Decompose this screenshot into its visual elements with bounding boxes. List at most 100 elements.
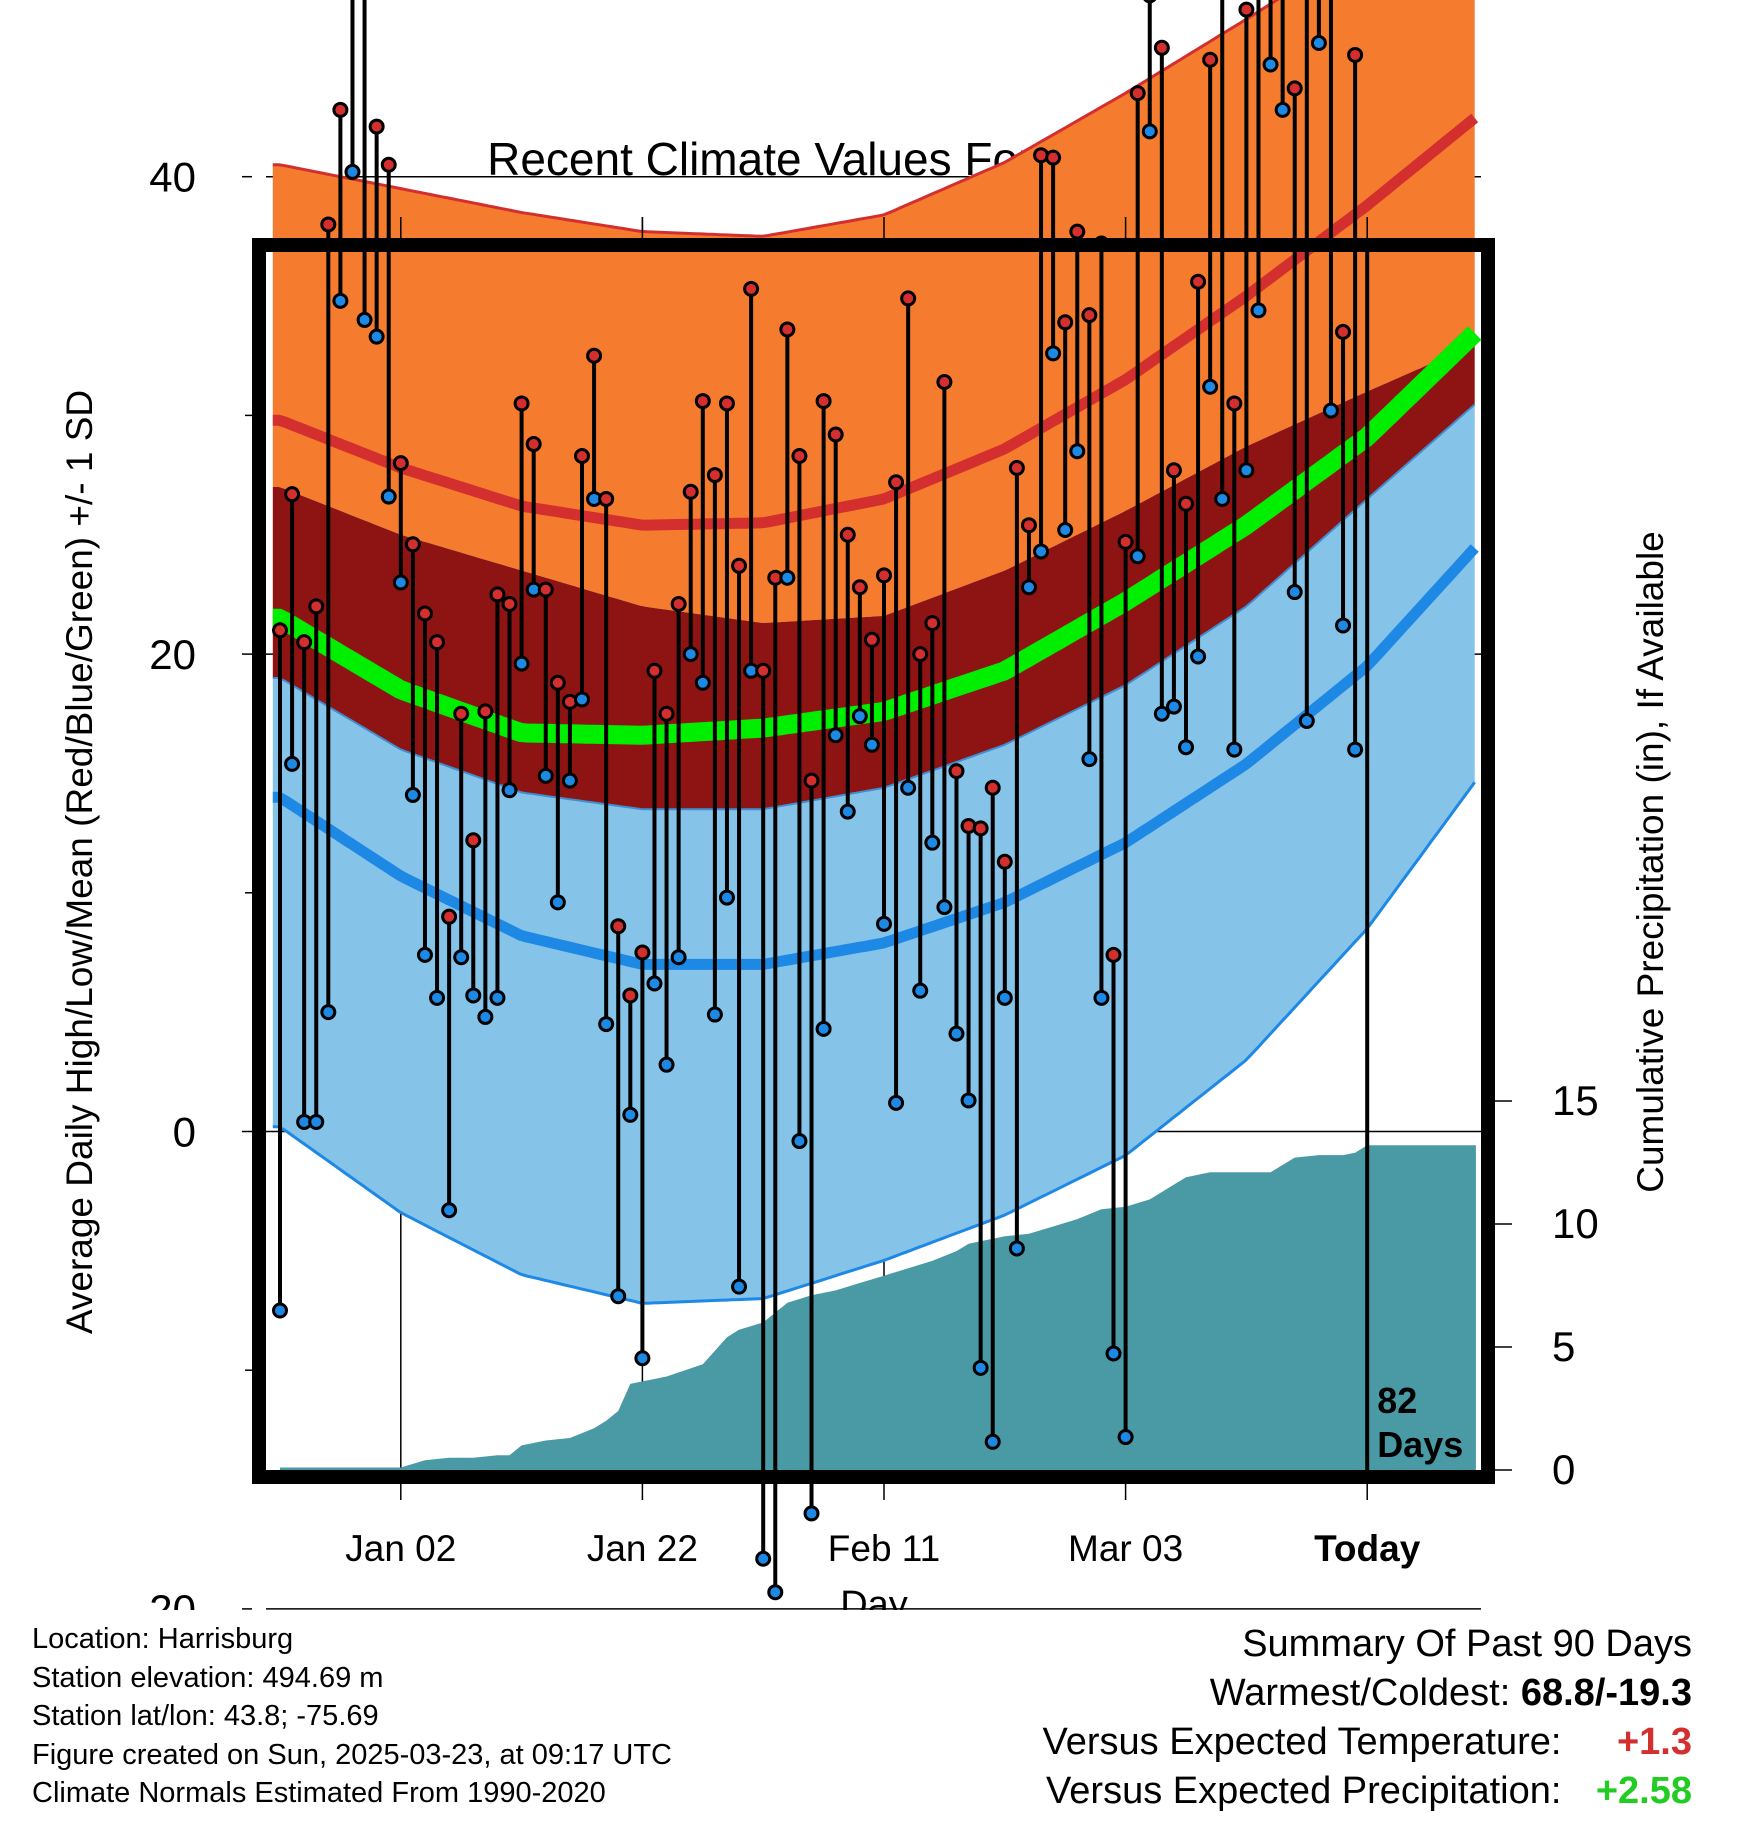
obs-low-point <box>537 767 554 784</box>
obs-low-point <box>477 1008 494 1025</box>
obs-low-point <box>839 803 856 820</box>
climate-chart: Recent Climate Values For Harrisburg 82D… <box>59 0 1671 1610</box>
y-axis-label: Average Daily High/Low/Mean (Red/Blue/Gr… <box>59 390 100 1334</box>
obs-high-point <box>1226 395 1243 412</box>
obs-low-point <box>779 569 796 586</box>
obs-low-point <box>924 834 941 851</box>
obs-high-point <box>670 595 687 612</box>
y-tick-label: 40 <box>149 154 196 201</box>
obs-high-point <box>574 447 590 464</box>
obs-low-point <box>1226 741 1243 758</box>
obs-low-point <box>1202 378 1219 395</box>
obs-high-point <box>706 467 723 484</box>
obs-low-point <box>658 1056 675 1073</box>
temp-value: +1.3 <box>1616 1721 1692 1763</box>
obs-low-point <box>912 982 929 999</box>
obs-low-point <box>598 1016 615 1033</box>
obs-high-point <box>284 486 301 503</box>
today-marker-label: 82 <box>1377 1380 1417 1421</box>
y2-tick-label: 5 <box>1552 1323 1575 1370</box>
obs-low-point <box>827 727 844 744</box>
obs-high-point <box>1202 51 1219 68</box>
obs-low-point <box>900 779 917 796</box>
obs-low-point <box>863 736 880 753</box>
obs-low-point <box>1238 462 1255 479</box>
low-sd-band <box>272 404 1475 1304</box>
obs-high-point <box>815 393 832 410</box>
obs-high-point <box>827 426 844 443</box>
obs-high-point <box>308 598 325 615</box>
obs-low-point <box>1045 345 1062 362</box>
obs-high-point <box>1190 273 1207 290</box>
obs-low-point <box>960 1092 977 1109</box>
obs-high-point <box>779 321 796 338</box>
y2-tick-label: 0 <box>1552 1446 1575 1493</box>
obs-low-point <box>453 949 470 966</box>
obs-low-point <box>574 691 590 708</box>
obs-low-point <box>936 899 953 916</box>
obs-high-point <box>549 674 566 691</box>
obs-high-point <box>1178 495 1194 512</box>
obs-high-point <box>839 526 856 543</box>
x-tick-label: Jan 22 <box>587 1528 698 1569</box>
obs-high-point <box>296 634 313 651</box>
summary-panel: Summary Of Past 90 Days Warmest/Coldest:… <box>1043 1620 1692 1816</box>
low-sd-upper-line <box>272 403 1476 811</box>
obs-high-point <box>984 779 1001 796</box>
obs-low-point <box>429 989 446 1006</box>
obs-low-point <box>549 894 566 911</box>
obs-low-point <box>1020 579 1037 596</box>
obs-high-point <box>1045 149 1062 166</box>
obs-low-point <box>272 1302 288 1319</box>
obs-high-point <box>598 490 615 507</box>
precip-label: Versus Expected Precipitation: <box>1046 1770 1562 1812</box>
x-tick-label: Jan 02 <box>345 1528 456 1569</box>
obs-high-point <box>429 634 446 651</box>
obs-high-point <box>1081 307 1098 324</box>
obs-high-point <box>392 455 409 472</box>
warm-cold-value: 68.8/-19.3 <box>1520 1672 1692 1714</box>
y-tick-label: -20 <box>135 1586 196 1610</box>
obs-low-point <box>876 915 892 932</box>
obs-low-point <box>610 1288 627 1305</box>
obs-high-point <box>1105 946 1122 963</box>
obs-low-point <box>1190 648 1207 665</box>
precip-area-fill <box>280 1145 1476 1470</box>
latlon-text: Station lat/lon: 43.8; -75.69 <box>32 1700 379 1732</box>
x-tick-label: Mar 03 <box>1068 1528 1183 1569</box>
obs-low-point <box>694 674 711 691</box>
low-sd-lower-line <box>272 781 1476 1305</box>
obs-low-point <box>803 1505 820 1522</box>
obs-low-point <box>308 1113 325 1130</box>
obs-high-point <box>586 347 603 364</box>
obs-high-point <box>1238 1 1255 18</box>
observations <box>272 0 1364 1601</box>
normal-high-line <box>272 113 1479 531</box>
obs-high-point <box>1069 223 1086 240</box>
obs-high-point <box>525 436 542 453</box>
y2-tick-label: 15 <box>1552 1077 1599 1124</box>
summary-title: Summary Of Past 90 Days <box>1242 1623 1692 1665</box>
obs-high-point <box>622 987 639 1004</box>
x-axis-label: Day <box>840 1584 908 1610</box>
obs-low-point <box>670 949 687 966</box>
obs-high-point <box>368 118 385 135</box>
obs-low-point <box>646 975 663 992</box>
station-info: Location: Harrisburg Station elevation: … <box>32 1620 672 1813</box>
obs-high-point <box>791 447 808 464</box>
obs-high-point <box>888 474 905 491</box>
obs-high-point <box>634 944 651 961</box>
y-tick-label: 0 <box>173 1109 196 1156</box>
obs-low-point <box>1335 617 1352 634</box>
obs-low-point <box>984 1433 1001 1450</box>
obs-high-point <box>1153 39 1170 56</box>
plot-frame <box>252 238 1495 1484</box>
obs-high-point <box>1057 314 1074 331</box>
obs-low-point <box>718 889 735 906</box>
precipitation-area <box>280 1145 1476 1470</box>
obs-high-point <box>501 595 518 612</box>
obs-high-point <box>1143 0 1157 4</box>
obs-low-point <box>996 989 1013 1006</box>
obs-low-point <box>404 786 421 803</box>
obs-low-point <box>1347 741 1364 758</box>
